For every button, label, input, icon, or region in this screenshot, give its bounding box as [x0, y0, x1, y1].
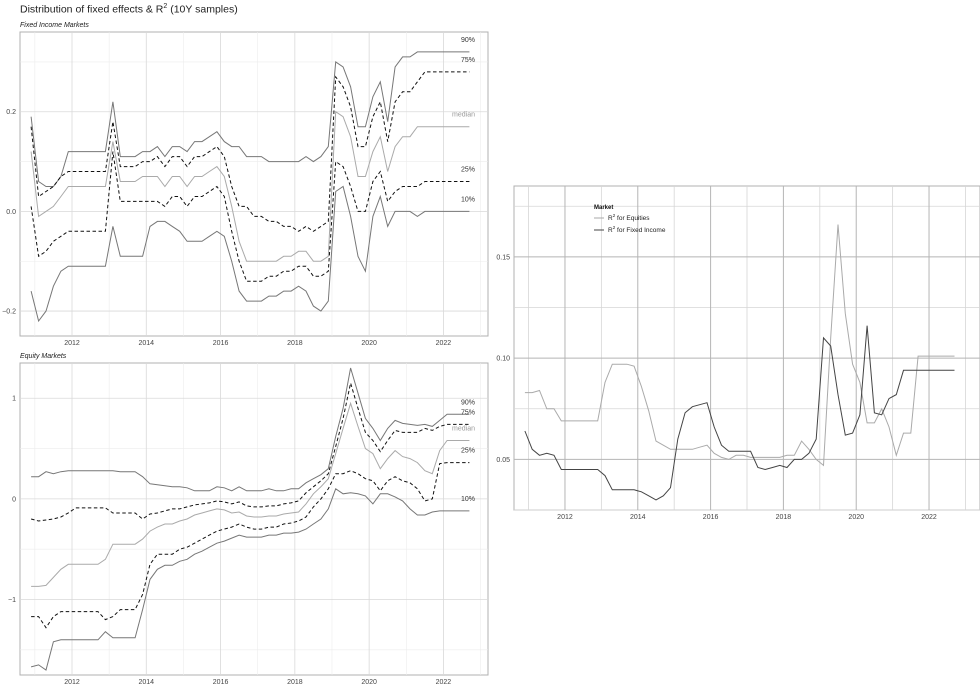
x-tick-label: 2020 [361, 340, 377, 347]
series-line-90pct [31, 367, 470, 492]
quantile-label-10pct: 10% [461, 496, 475, 503]
x-tick-label: 2016 [213, 679, 229, 684]
figure-title-superscript: 2 [163, 3, 168, 10]
r-squared-legend: Market R2 for Equities R2 for Fixed Incom… [594, 205, 666, 234]
y-tick-label: 0 [12, 496, 16, 503]
r-squared-gridlines [514, 186, 980, 511]
x-tick-label: 2012 [557, 514, 573, 521]
quantile-label-median: median [452, 425, 475, 432]
quantile-label-90pct: 90% [461, 399, 475, 406]
series-line-75pct [30, 382, 470, 522]
y-tick-label: −0.2 [2, 309, 16, 316]
fixed-income-axis-labels: 2012 2014 2016 2018 2020 2022 −0.2 0.0 0.2 [2, 109, 451, 347]
x-tick-label: 2022 [436, 679, 452, 684]
x-tick-label: 2012 [64, 679, 80, 684]
x-tick-label: 2018 [287, 340, 303, 347]
quantile-label-90pct: 90% [461, 37, 475, 44]
r-squared-panel: 2012 2014 2016 2018 2020 2022 0.05 0.10 0.15 Mar… [496, 185, 980, 521]
x-tick-label: 2014 [630, 514, 646, 521]
quantile-label-median: median [452, 112, 475, 119]
quantile-label-75pct: 75% [461, 409, 475, 416]
y-tick-label: −1 [8, 597, 16, 604]
series-line-75pct [30, 71, 470, 232]
series-line-10pct [30, 185, 470, 323]
legend-label-for-fixed-income: R2 for Fixed Income [608, 225, 666, 234]
equity-plot-area [19, 362, 489, 676]
equity-gridlines [20, 363, 488, 675]
series-line-90pct [30, 51, 470, 187]
x-tick-label: 2014 [138, 340, 154, 347]
series-line-median [31, 401, 470, 587]
y-tick-label: 0.15 [496, 254, 510, 261]
x-tick-label: 2020 [361, 679, 377, 684]
equity-axis-labels: 2012 2014 2016 2018 2020 2022 −1 0 1 [8, 396, 451, 684]
series-line-r-for-fixed-income [524, 325, 955, 501]
quantile-label-25pct: 25% [461, 167, 475, 174]
y-tick-label: 0.0 [6, 209, 16, 216]
x-tick-label: 2016 [703, 514, 719, 521]
series-line-25pct [30, 151, 470, 282]
series-line-25pct [31, 462, 470, 629]
equity-quantile-labels: 90% 75% median 25% 10% [452, 399, 475, 503]
quantile-label-10pct: 10% [461, 196, 475, 203]
x-tick-label: 2022 [921, 514, 937, 521]
fixed-income-plot-area [19, 31, 489, 337]
x-tick-label: 2022 [436, 340, 452, 347]
series-line-median [30, 110, 470, 262]
y-tick-label: 0.05 [496, 457, 510, 464]
x-tick-label: 2018 [287, 679, 303, 684]
figure-title-main: Distribution of fixed effects & R [20, 3, 164, 16]
equity-series [30, 367, 470, 671]
fixed-income-panel-title: Fixed Income Markets [20, 22, 89, 29]
fixed-income-panel: Fixed Income Markets 2012 2014 2016 2018 202… [2, 22, 489, 347]
legend-label-for-equities: R2 for Equities [608, 213, 650, 222]
fixed-income-quantile-labels: 90% 75% median 25% 10% [452, 37, 475, 203]
x-tick-label: 2018 [776, 514, 792, 521]
x-tick-label: 2016 [213, 340, 229, 347]
x-tick-label: 2012 [64, 340, 80, 347]
x-tick-label: 2014 [138, 679, 154, 684]
legend-items: R2 for Equities R2 for Fixed Income [594, 213, 666, 234]
fixed-income-series [30, 51, 470, 323]
y-tick-label: 1 [12, 396, 16, 403]
y-tick-label: 0.2 [6, 109, 16, 116]
quantile-label-25pct: 25% [461, 448, 475, 455]
legend-title: Market [594, 205, 613, 211]
figure-title: Distribution of fixed effects & R2 (10Y … [20, 3, 238, 16]
r-squared-series [524, 224, 955, 501]
equity-panel-title: Equity Markets [20, 353, 67, 360]
equity-panel: Equity Markets 2012 2014 2016 2018 2020 2022 −… [8, 353, 489, 684]
figure-title-rest: (10Y samples) [167, 3, 238, 16]
quantile-label-75pct: 75% [461, 57, 475, 64]
x-tick-label: 2020 [848, 514, 864, 521]
series-line-10pct [30, 488, 470, 671]
y-tick-label: 0.10 [496, 356, 510, 363]
r-squared-axis-labels: 2012 2014 2016 2018 2020 2022 0.05 0.10 0.15 [496, 254, 937, 521]
